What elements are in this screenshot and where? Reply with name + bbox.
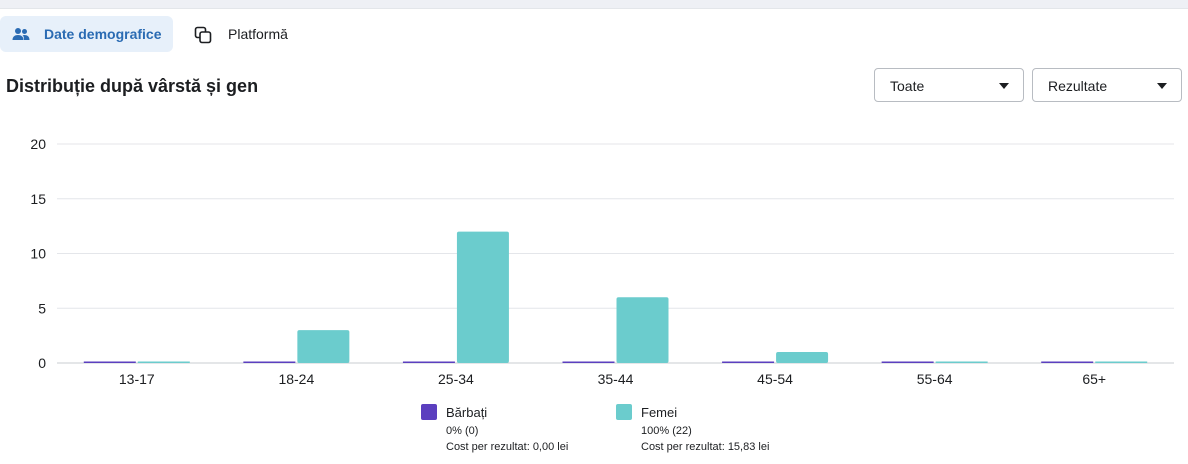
bar-women — [137, 361, 190, 363]
legend-cost-women: Cost per rezultat: 15,83 lei — [641, 441, 770, 453]
bar-men — [1041, 361, 1094, 363]
x-tick-label: 55-64 — [917, 371, 953, 387]
bar-women — [297, 330, 350, 363]
scope-dropdown-value: Toate — [890, 78, 925, 94]
bar-men — [881, 361, 934, 363]
tab-demographics-label: Date demografice — [44, 26, 162, 42]
bar-men — [243, 361, 296, 363]
bar-women — [616, 297, 669, 363]
bar-men — [83, 361, 136, 363]
legend-label-women: Femei — [641, 405, 678, 420]
y-tick-label: 0 — [38, 355, 46, 371]
section-title: Distribuție după vârstă și gen — [6, 76, 259, 96]
bar-women — [935, 361, 988, 363]
tab-demographics[interactable]: Date demografice — [0, 16, 173, 52]
legend-cost-men: Cost per rezultat: 0,00 lei — [446, 441, 569, 453]
platform-copy-icon — [194, 26, 212, 47]
bar-men — [722, 361, 775, 363]
legend-share-women: 100% (22) — [641, 425, 692, 437]
bar-women — [456, 231, 509, 363]
metric-dropdown-value: Rezultate — [1048, 78, 1108, 94]
caret-down-icon — [1157, 83, 1167, 89]
y-tick-label: 10 — [30, 246, 46, 262]
tab-platform-label: Platformă — [228, 26, 288, 42]
people-icon — [12, 26, 30, 45]
legend-swatch-men — [421, 404, 437, 420]
x-tick-label: 45-54 — [757, 371, 793, 387]
scope-dropdown[interactable]: Toate — [874, 68, 1024, 102]
x-tick-label: 35-44 — [598, 371, 634, 387]
y-tick-label: 5 — [38, 300, 46, 316]
bar-women — [776, 352, 829, 363]
bar-men — [562, 361, 615, 363]
bar-men — [402, 361, 455, 363]
y-tick-label: 20 — [30, 136, 46, 152]
metric-dropdown[interactable]: Rezultate — [1032, 68, 1182, 102]
bar-women — [1095, 361, 1148, 363]
legend-label-men: Bărbați — [446, 405, 488, 420]
legend-swatch-women — [616, 404, 632, 420]
tab-platform[interactable]: Platformă — [190, 16, 310, 52]
age-gender-bar-chart: 0 5 10 15 20 13-17 18-24 25-34 35-44 45-54 55-64 65… — [30, 136, 1174, 387]
x-tick-label: 25-34 — [438, 371, 474, 387]
caret-down-icon — [999, 83, 1009, 89]
legend-share-men: 0% (0) — [446, 425, 479, 437]
top-strip — [0, 0, 1188, 9]
x-tick-label: 18-24 — [278, 371, 314, 387]
x-tick-label: 13-17 — [119, 371, 155, 387]
y-tick-label: 15 — [30, 191, 46, 207]
x-tick-label: 65+ — [1082, 371, 1106, 387]
